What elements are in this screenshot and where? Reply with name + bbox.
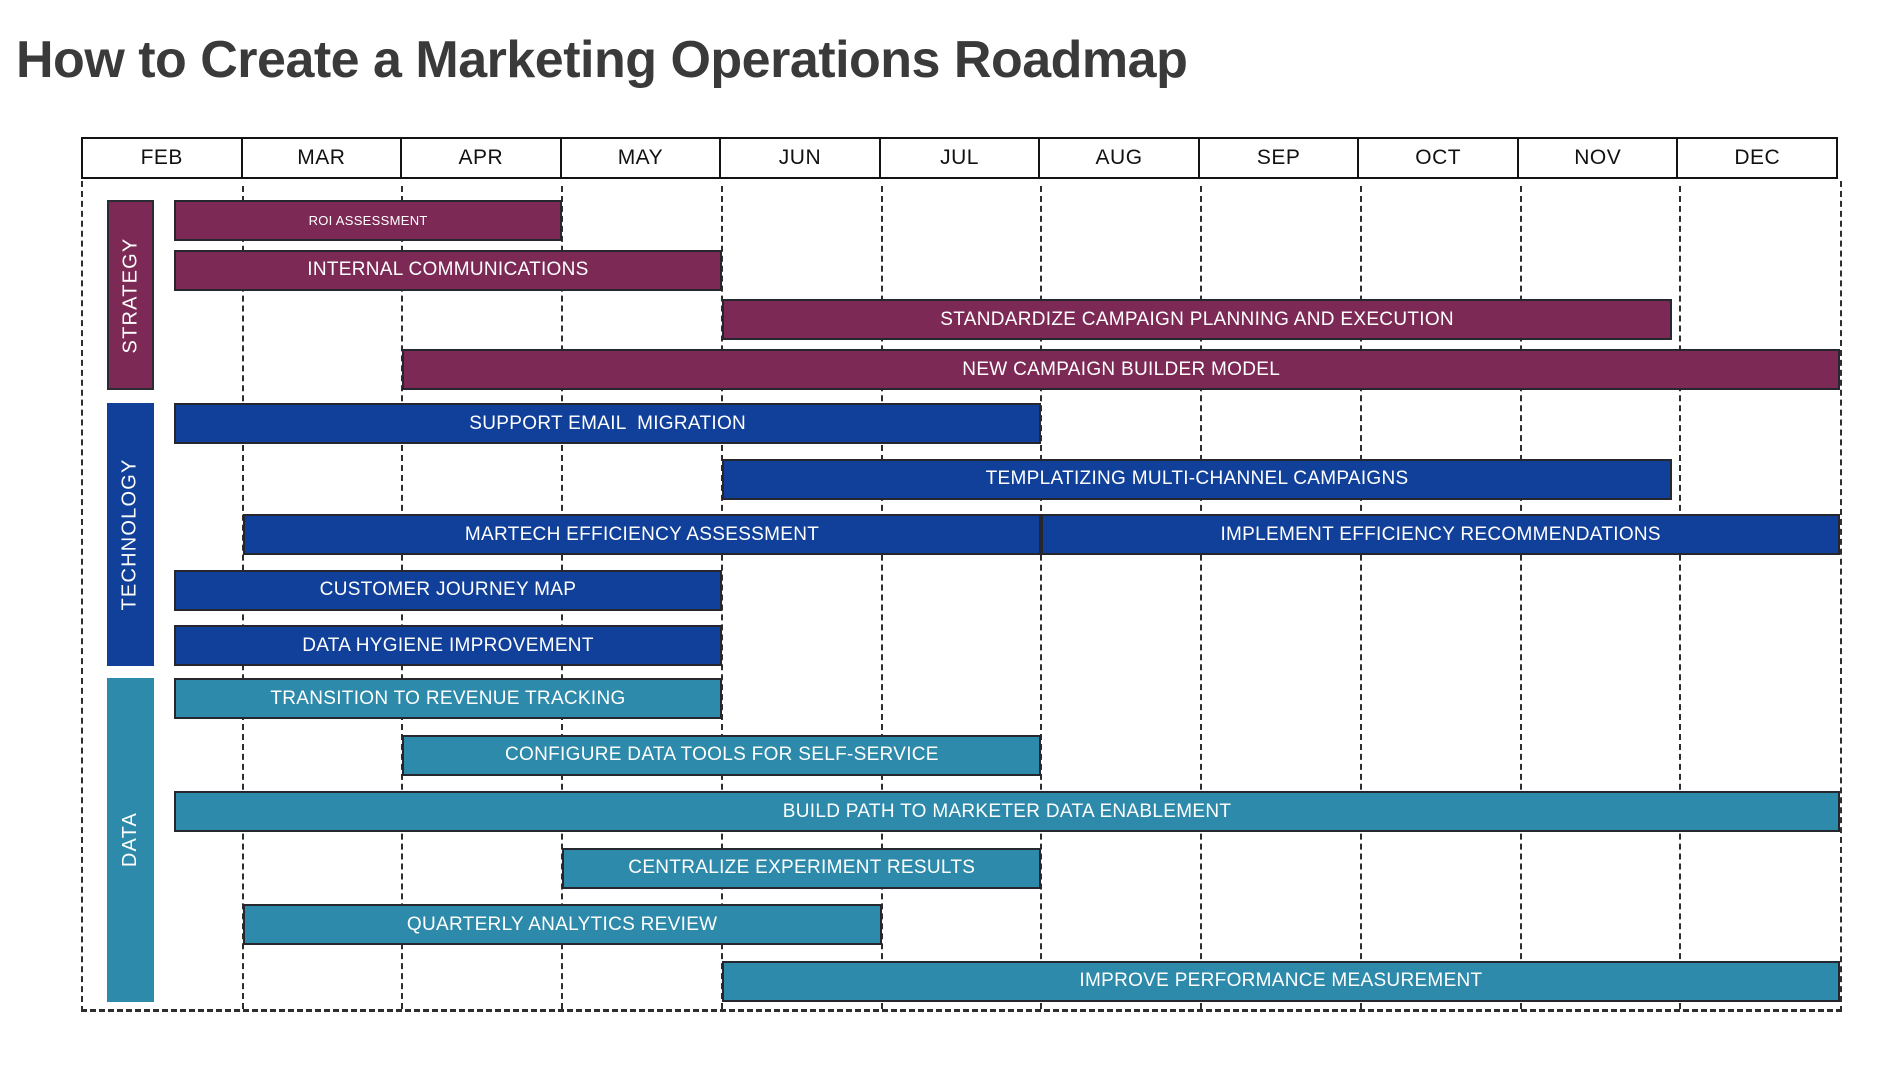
- month-label: DEC: [1734, 146, 1781, 169]
- gantt-bar-label: STANDARDIZE CAMPAIGN PLANNING AND EXECUT…: [940, 308, 1454, 330]
- section-label: DATA: [119, 812, 142, 868]
- gantt-bar-label: NEW CAMPAIGN BUILDER MODEL: [962, 358, 1281, 380]
- month-cell-mar: MAR: [240, 137, 403, 179]
- gantt-bar: CENTRALIZE EXPERIMENT RESULTS: [562, 847, 1042, 889]
- gantt-bar: NEW CAMPAIGN BUILDER MODEL: [402, 349, 1840, 391]
- gantt-bar-label: IMPLEMENT EFFICIENCY RECOMMENDATIONS: [1220, 523, 1661, 545]
- month-label: FEB: [140, 146, 183, 169]
- month-cell-dec: DEC: [1676, 137, 1839, 179]
- section-label-box-strategy: STRATEGY: [107, 200, 154, 391]
- section-label-box-technology: TECHNOLOGY: [107, 403, 154, 667]
- month-gridline: [880, 186, 883, 1009]
- month-label: APR: [458, 146, 504, 169]
- page-title: How to Create a Marketing Operations Roa…: [16, 31, 1188, 89]
- gantt-bar-label: MARTECH EFFICIENCY ASSESSMENT: [464, 523, 820, 545]
- month-gridline: [1519, 186, 1522, 1009]
- month-label: JUL: [940, 146, 979, 169]
- gantt-bar: IMPROVE PERFORMANCE MEASUREMENT: [721, 960, 1840, 1002]
- gantt-bar: IMPLEMENT EFFICIENCY RECOMMENDATIONS: [1041, 514, 1840, 556]
- gantt-bar: CUSTOMER JOURNEY MAP: [174, 569, 722, 611]
- month-header-row: FEB MAR APR MAY JUN JUL AUG SEP OCT NOV DEC: [81, 137, 1839, 179]
- month-cell-jul: JUL: [878, 137, 1041, 179]
- month-cell-feb: FEB: [81, 137, 243, 179]
- gantt-bar: SUPPORT EMAIL MIGRATION: [174, 403, 1042, 444]
- month-cell-nov: NOV: [1516, 137, 1679, 179]
- gantt-bar-label: CENTRALIZE EXPERIMENT RESULTS: [628, 857, 976, 878]
- gantt-bar-label: INTERNAL COMMUNICATIONS: [307, 259, 589, 281]
- gantt-bar-label: BUILD PATH TO MARKETER DATA ENABLEMENT: [782, 800, 1232, 822]
- gantt-chart-area: STRATEGY ROI ASSESSMENT INTERNAL COMMUNICA…: [81, 181, 1842, 1012]
- month-label: OCT: [1415, 146, 1462, 169]
- month-gridline: [1679, 186, 1682, 1009]
- gantt-bar-label: CONFIGURE DATA TOOLS FOR SELF-SERVICE: [505, 744, 939, 765]
- month-cell-jun: JUN: [719, 137, 881, 179]
- gantt-bar-label: QUARTERLY ANALYTICS REVIEW: [406, 913, 718, 935]
- gantt-bar-label: SUPPORT EMAIL MIGRATION: [469, 412, 747, 434]
- month-gridline: [720, 186, 723, 1009]
- month-gridline: [1040, 186, 1043, 1009]
- gantt-bar-label: ROI ASSESSMENT: [308, 213, 428, 228]
- month-cell-oct: OCT: [1357, 137, 1519, 179]
- section-label: TECHNOLOGY: [119, 458, 141, 611]
- gantt-bar: ROI ASSESSMENT: [174, 200, 563, 241]
- month-cell-may: MAY: [559, 137, 722, 179]
- gantt-bar: CONFIGURE DATA TOOLS FOR SELF-SERVICE: [402, 734, 1042, 776]
- month-gridline: [1200, 186, 1203, 1009]
- gantt-bar: DATA HYGIENE IMPROVEMENT: [174, 625, 722, 667]
- gantt-bar-label: CUSTOMER JOURNEY MAP: [319, 579, 577, 601]
- month-cell-apr: APR: [400, 137, 562, 179]
- month-label: SEP: [1256, 146, 1301, 169]
- gantt-bar-label: TEMPLATIZING MULTI-CHANNEL CAMPAIGNS: [985, 468, 1409, 490]
- section-label-box-data: DATA: [107, 678, 154, 1002]
- month-cell-sep: SEP: [1197, 137, 1360, 179]
- gantt-bar: TEMPLATIZING MULTI-CHANNEL CAMPAIGNS: [721, 458, 1673, 500]
- month-gridline: [1359, 186, 1362, 1009]
- month-label: AUG: [1095, 146, 1143, 169]
- section-label: STRATEGY: [119, 237, 142, 354]
- gantt-bar: BUILD PATH TO MARKETER DATA ENABLEMENT: [174, 791, 1840, 832]
- month-label: MAR: [297, 146, 346, 169]
- gantt-bar: QUARTERLY ANALYTICS REVIEW: [242, 904, 882, 945]
- gantt-bar: TRANSITION TO REVENUE TRACKING: [174, 678, 722, 719]
- gantt-bar: INTERNAL COMMUNICATIONS: [174, 249, 722, 291]
- month-label: MAY: [617, 146, 664, 169]
- gantt-bar: MARTECH EFFICIENCY ASSESSMENT: [242, 514, 1042, 556]
- gantt-bar: STANDARDIZE CAMPAIGN PLANNING AND EXECUT…: [721, 299, 1673, 341]
- month-label: JUN: [778, 146, 822, 169]
- month-label: NOV: [1574, 146, 1622, 169]
- gantt-bar-label: DATA HYGIENE IMPROVEMENT: [302, 634, 594, 656]
- gantt-bar-label: TRANSITION TO REVENUE TRACKING: [270, 687, 626, 709]
- month-cell-aug: AUG: [1038, 137, 1200, 179]
- gantt-bar-label: IMPROVE PERFORMANCE MEASUREMENT: [1079, 970, 1483, 991]
